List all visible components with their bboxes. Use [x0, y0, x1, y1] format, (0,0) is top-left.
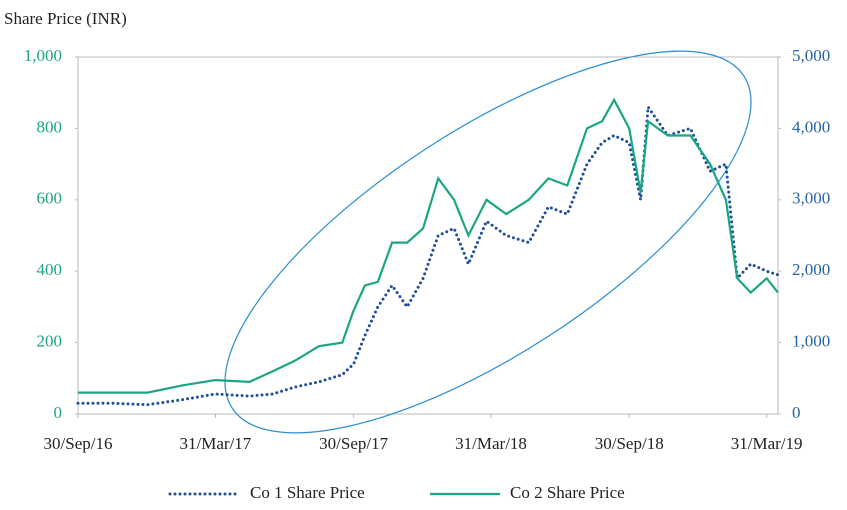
y-tick-label: 800	[37, 117, 63, 136]
legend-label: Co 2 Share Price	[510, 483, 625, 502]
highlight-ellipse	[224, 50, 752, 434]
plot-frame	[77, 56, 779, 415]
legend-label: Co 1 Share Price	[250, 483, 365, 502]
y2-tick-label: 5,000	[792, 46, 830, 65]
y2-tick-label: 3,000	[792, 189, 830, 208]
series-line	[78, 97, 779, 394]
series-line	[76, 102, 780, 407]
y-tick-label: 600	[37, 189, 63, 208]
x-tick-label: 31/Mar/18	[455, 434, 527, 453]
y-tick-label: 1,000	[24, 46, 62, 65]
y-tick-label: 200	[37, 332, 63, 351]
x-tick-label: 30/Sep/17	[319, 434, 388, 453]
chart-title: Share Price (INR)	[4, 9, 127, 28]
y-tick-label: 400	[37, 260, 63, 279]
y2-tick-label: 0	[792, 403, 801, 422]
y-tick-label: 0	[54, 403, 63, 422]
y2-tick-label: 1,000	[792, 332, 830, 351]
y2-tick-label: 2,000	[792, 260, 830, 279]
y2-tick-label: 4,000	[792, 117, 830, 136]
x-tick-label: 30/Sep/18	[595, 434, 664, 453]
x-tick-label: 31/Mar/17	[180, 434, 252, 453]
x-tick-label: 30/Sep/16	[44, 434, 113, 453]
x-tick-label: 31/Mar/19	[731, 434, 803, 453]
